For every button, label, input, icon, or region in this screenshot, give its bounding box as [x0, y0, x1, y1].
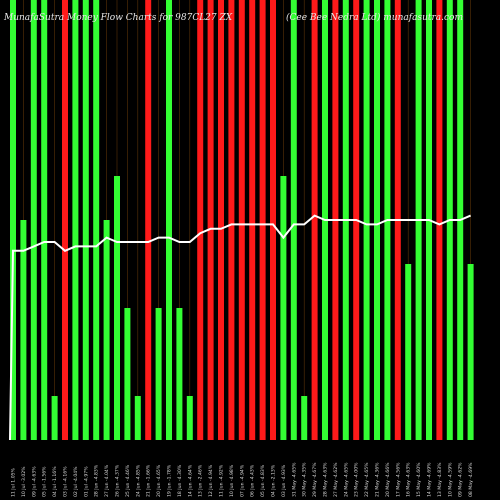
- bar: [51, 396, 58, 440]
- bar: [228, 0, 235, 440]
- bar: [249, 0, 256, 440]
- x-tick-label: 04 Jul -1.16%: [52, 466, 58, 497]
- bar: [259, 0, 266, 440]
- x-tick-label: 16 May -4.63%: [406, 462, 412, 497]
- x-tick-label: 13 May -4.83%: [437, 462, 443, 497]
- bar: [436, 0, 443, 440]
- bar: [301, 396, 308, 440]
- chart-title: MunafaSutra Money Flow Charts for 987CL2…: [4, 13, 233, 23]
- x-tick-label: 30 May -4.35%: [302, 462, 308, 497]
- x-tick-label: 12 Jun -4.94%: [208, 464, 214, 497]
- x-tick-label: 19 Jun -1.78%: [167, 464, 173, 497]
- bar: [176, 308, 183, 440]
- x-tick-label: 21 May -4.36%: [375, 462, 381, 497]
- x-tick-label: 18 Jun -4.30%: [177, 464, 183, 497]
- x-tick-labels: 11 Jul 1.05% 10 Jul -3.02% 09 Jul -4.63% 05…: [11, 462, 475, 497]
- x-tick-label: 29 May -4.67%: [312, 462, 318, 497]
- x-tick-label: 03 Jun -4.93%: [281, 464, 287, 497]
- x-tick-label: 20 May -4.66%: [385, 462, 391, 497]
- x-tick-label: 07 Jun -4.94%: [239, 464, 245, 497]
- x-tick-label: 31 May -4.65%: [291, 462, 297, 497]
- x-tick-label: 08 May -4.69%: [468, 462, 474, 497]
- bar: [62, 0, 68, 440]
- x-tick-label: 02 Jul -4.04%: [73, 466, 79, 497]
- x-tick-label: 21 Jun -1.66%: [146, 464, 152, 497]
- bar: [238, 0, 245, 440]
- x-tick-label: 09 May -4.62%: [458, 462, 464, 497]
- bar: [82, 0, 89, 440]
- bar: [363, 0, 370, 440]
- x-tick-label: 24 Jun -4.85%: [135, 464, 141, 497]
- bar: [124, 308, 131, 440]
- bar: [186, 396, 193, 440]
- x-tick-label: 22 May -4.65%: [364, 462, 370, 497]
- bar: [145, 0, 152, 440]
- x-tick-label: 17 May -4.56%: [395, 462, 401, 497]
- bar: [270, 0, 276, 440]
- bar: [155, 308, 162, 440]
- x-tick-label: 10 Jun -4.98%: [229, 464, 235, 497]
- bar: [405, 264, 412, 440]
- series-line: [9, 214, 471, 441]
- bar: [207, 0, 214, 440]
- x-tick-label: 10 Jul -3.02%: [21, 466, 27, 497]
- bar: [134, 396, 141, 440]
- x-tick-label: 11 Jun -4.92%: [219, 464, 225, 497]
- x-tick-label: 14 May -4.69%: [427, 462, 433, 497]
- bar: [20, 220, 27, 440]
- bar: [311, 0, 318, 440]
- bar: [72, 0, 79, 440]
- x-tick-label: 01 Jul -4.97%: [83, 466, 89, 497]
- chart-subtitle: (Cee Bee Nedra Ltd) munafasutra.com: [286, 13, 463, 23]
- x-tick-label: 09 Jul -4.63%: [31, 466, 37, 497]
- x-tick-label: 06 Jun -4.43%: [250, 464, 256, 497]
- bar: [374, 0, 380, 440]
- bar: [280, 176, 287, 440]
- bar: [41, 0, 48, 440]
- x-tick-label: 25 Jun -4.46%: [125, 464, 131, 497]
- x-tick-label: 05 Jun -4.83%: [260, 464, 266, 497]
- x-tick-label: 20 Jun -4.65%: [156, 464, 162, 497]
- bar: [166, 0, 172, 440]
- x-tick-label: 04 Jun -2.13%: [271, 464, 277, 497]
- x-tick-label: 26 Jun -4.37%: [115, 464, 121, 497]
- x-tick-label: 28 May -4.63%: [323, 462, 329, 497]
- x-tick-label: 27 May -4.62%: [333, 462, 339, 497]
- bar: [197, 0, 204, 440]
- x-tick-label: 03 Jul -4.16%: [63, 466, 69, 497]
- bar: [290, 0, 297, 440]
- x-tick-label: 24 May -4.65%: [343, 462, 349, 497]
- x-tick-label: 27 Jun -4.04%: [104, 464, 110, 497]
- bar: [93, 0, 100, 440]
- bar: [10, 0, 16, 440]
- bar: [467, 264, 474, 440]
- x-tick-label: 15 May -4.60%: [416, 462, 422, 497]
- bar: [30, 0, 37, 440]
- x-tick-label: 11 Jul 1.05%: [11, 467, 17, 497]
- x-tick-label: 05 Jul -1.56%: [42, 466, 48, 497]
- x-tick-label: 28 Jun -4.83%: [94, 464, 100, 497]
- x-tick-label: 13 Jun -2.46%: [198, 464, 204, 497]
- x-tick-label: 14 Jun -4.64%: [187, 464, 193, 497]
- bar: [103, 220, 110, 440]
- bar: [218, 0, 224, 440]
- x-tick-label: 10 May -4.59%: [447, 462, 453, 497]
- bar: [114, 176, 120, 440]
- x-tick-label: 23 May -4.00%: [354, 462, 360, 497]
